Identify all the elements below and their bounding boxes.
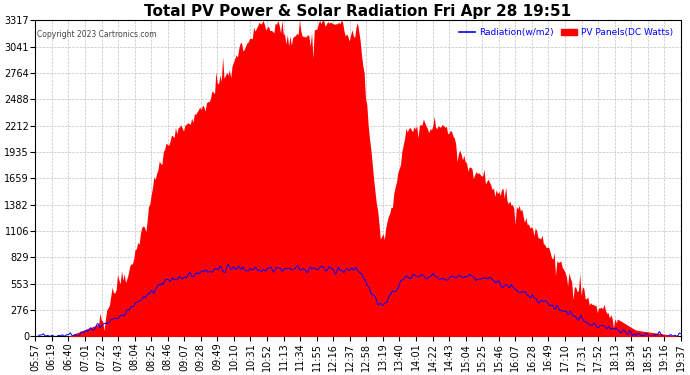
Text: Copyright 2023 Cartronics.com: Copyright 2023 Cartronics.com (37, 30, 156, 39)
Title: Total PV Power & Solar Radiation Fri Apr 28 19:51: Total PV Power & Solar Radiation Fri Apr… (144, 4, 571, 19)
Legend: Radiation(w/m2), PV Panels(DC Watts): Radiation(w/m2), PV Panels(DC Watts) (455, 25, 676, 41)
